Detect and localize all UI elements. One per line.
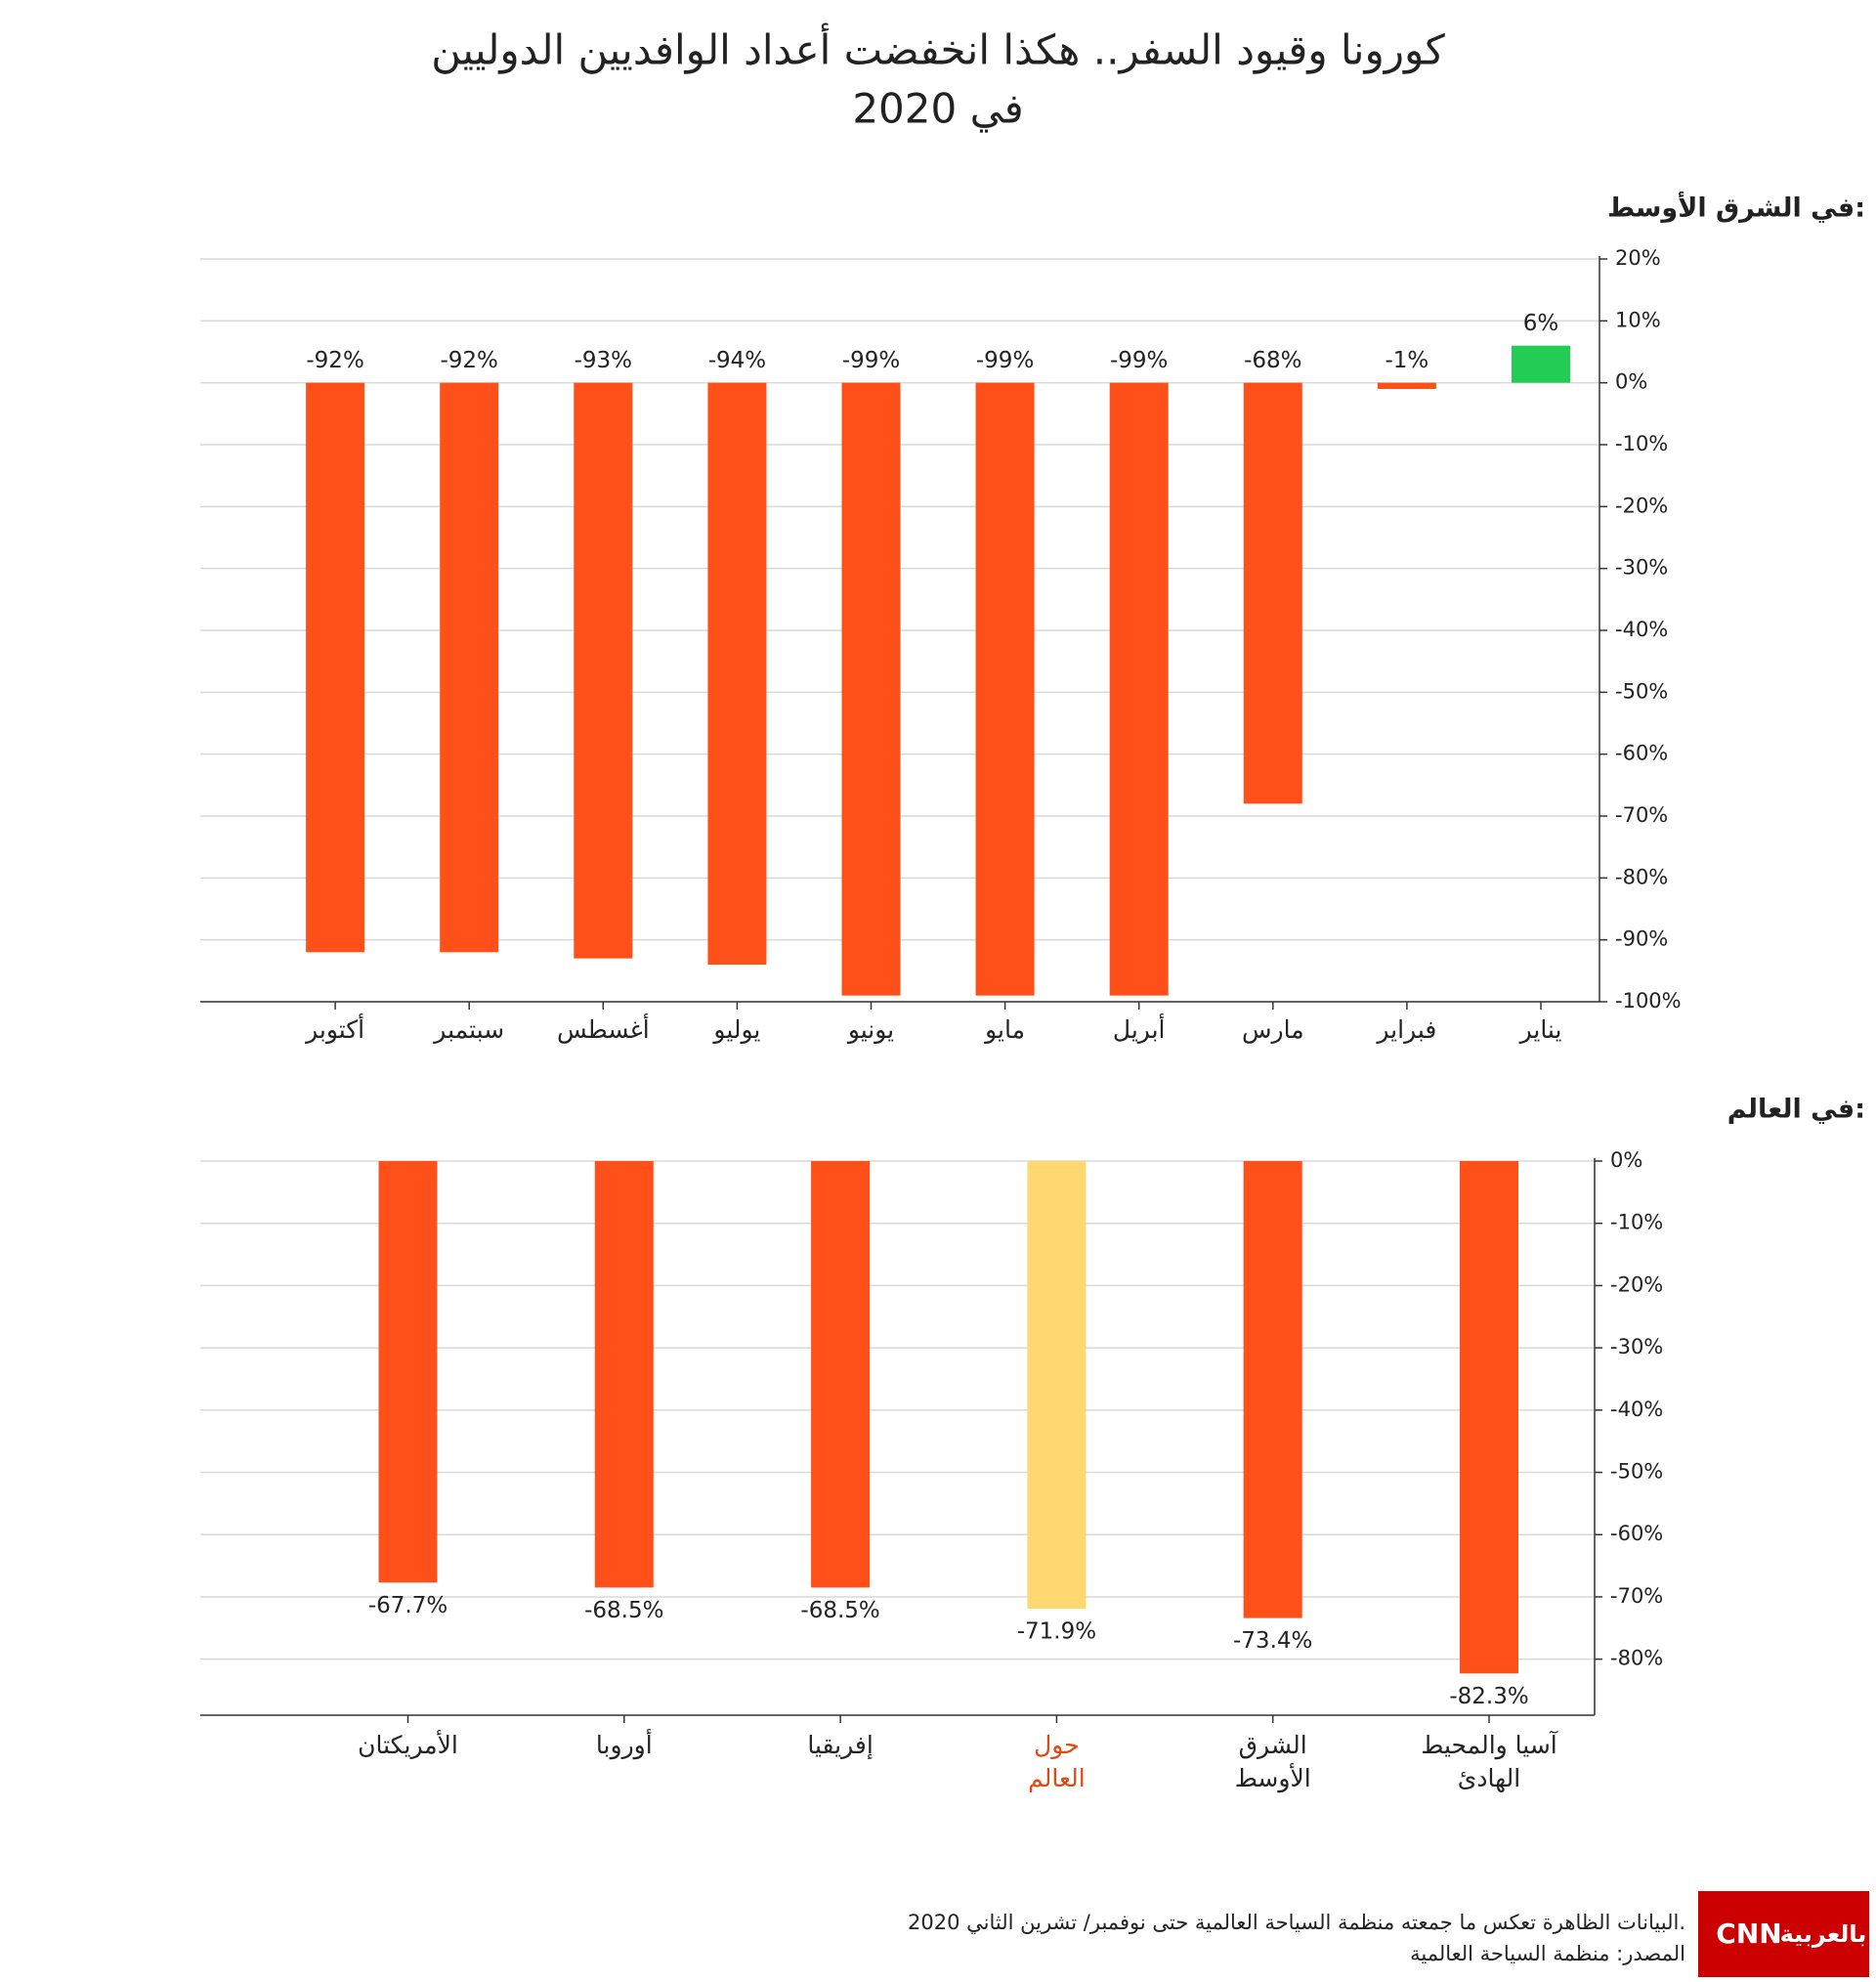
- x-tick-label: أوروبا: [596, 1728, 653, 1760]
- y-tick-label: -30%: [1610, 1335, 1663, 1358]
- x-tick-label: العالم: [1028, 1764, 1086, 1793]
- value-label: 6%: [1523, 311, 1559, 336]
- y-tick-label: -20%: [1615, 494, 1668, 517]
- value-label: -71.9%: [1017, 1619, 1096, 1645]
- y-tick-label: -60%: [1610, 1522, 1663, 1545]
- bar: [306, 382, 365, 953]
- value-label: -67.7%: [368, 1593, 448, 1618]
- chart-subtitle: في الشرق الأوسط:: [1607, 192, 1865, 224]
- value-label: -68.5%: [800, 1598, 879, 1623]
- y-tick-label: -80%: [1615, 865, 1668, 888]
- x-tick-label: حول: [1034, 1731, 1080, 1759]
- y-tick-label: 0%: [1610, 1148, 1642, 1172]
- y-tick-label: -30%: [1615, 556, 1668, 580]
- x-tick-label: فبراير: [1375, 1015, 1436, 1044]
- x-tick-label: يونيو: [846, 1015, 894, 1044]
- bar: [707, 382, 767, 966]
- bar: [440, 382, 499, 953]
- x-tick-label: أكتوبر: [304, 1013, 364, 1044]
- bar: [841, 382, 901, 996]
- bar: [1027, 1161, 1087, 1610]
- y-tick-label: -90%: [1615, 927, 1668, 951]
- value-label: -1%: [1386, 348, 1429, 373]
- x-tick-label: أبريل: [1113, 1013, 1166, 1044]
- value-label: -92%: [440, 348, 497, 373]
- y-tick-label: -10%: [1615, 432, 1668, 455]
- x-tick-label: مارس: [1242, 1015, 1304, 1044]
- bar: [1109, 382, 1169, 996]
- bar: [378, 1161, 438, 1583]
- bar: [1377, 382, 1436, 389]
- value-label: -82.3%: [1449, 1684, 1528, 1709]
- y-tick-label: -20%: [1610, 1272, 1663, 1296]
- bar: [594, 1161, 654, 1588]
- logo: بالعربية: [1780, 1920, 1867, 1948]
- bar: [1243, 382, 1302, 804]
- logo-box: [1698, 1891, 1869, 1977]
- y-tick-label: -70%: [1610, 1584, 1663, 1608]
- bar: [1460, 1161, 1518, 1674]
- value-label: -92%: [306, 348, 363, 373]
- value-label: -99%: [842, 348, 900, 373]
- x-tick-label: يوليو: [711, 1015, 760, 1044]
- y-tick-label: 0%: [1615, 370, 1647, 394]
- x-tick-label: الأمريكتان: [358, 1729, 458, 1759]
- footnote: البيانات الظاهرة تعكس ما جمعته منظمة الس…: [908, 1911, 1685, 1934]
- y-tick-label: -60%: [1615, 742, 1668, 765]
- y-tick-label: -100%: [1615, 989, 1682, 1013]
- chart-subtitle: في العالم:: [1727, 1095, 1865, 1125]
- x-tick-label: يناير: [1518, 1015, 1562, 1044]
- bar: [811, 1161, 871, 1588]
- bar: [975, 382, 1035, 996]
- bar: [574, 382, 633, 959]
- x-tick-label: مايو: [983, 1015, 1025, 1044]
- value-label: -99%: [1110, 348, 1168, 373]
- y-tick-label: -70%: [1615, 803, 1668, 827]
- value-label: -68.5%: [584, 1598, 663, 1623]
- y-tick-label: -50%: [1610, 1460, 1663, 1484]
- x-tick-label: الأوسط: [1235, 1762, 1311, 1793]
- logo: CNN: [1716, 1917, 1781, 1950]
- title: كورونا وقيود السفر.. هكذا انخفضت أعداد ا…: [431, 23, 1444, 74]
- y-tick-label: -80%: [1610, 1647, 1663, 1670]
- y-tick-label: -50%: [1615, 679, 1668, 703]
- x-tick-label: أغسطس: [557, 1013, 650, 1044]
- y-tick-label: 10%: [1615, 308, 1661, 331]
- bar: [1243, 1161, 1302, 1618]
- title: في 2020: [852, 85, 1023, 134]
- bar: [1512, 345, 1570, 383]
- x-tick-label: الشرق: [1239, 1731, 1307, 1759]
- footnote: المصدر: منظمة السياحة العالمية: [1410, 1942, 1685, 1965]
- value-label: -94%: [708, 348, 766, 373]
- value-label: -99%: [976, 348, 1034, 373]
- value-label: -68%: [1244, 348, 1301, 373]
- x-tick-label: الهادئ: [1458, 1764, 1520, 1793]
- x-tick-label: إفريقيا: [807, 1731, 873, 1760]
- y-tick-label: -10%: [1610, 1211, 1663, 1234]
- value-label: -73.4%: [1233, 1628, 1312, 1654]
- x-tick-label: سبتمبر: [432, 1015, 504, 1044]
- value-label: -93%: [575, 348, 632, 373]
- x-tick-label: آسيا والمحيط: [1421, 1730, 1558, 1760]
- y-tick-label: -40%: [1615, 618, 1668, 641]
- y-tick-label: 20%: [1615, 246, 1661, 270]
- y-tick-label: -40%: [1610, 1398, 1663, 1421]
